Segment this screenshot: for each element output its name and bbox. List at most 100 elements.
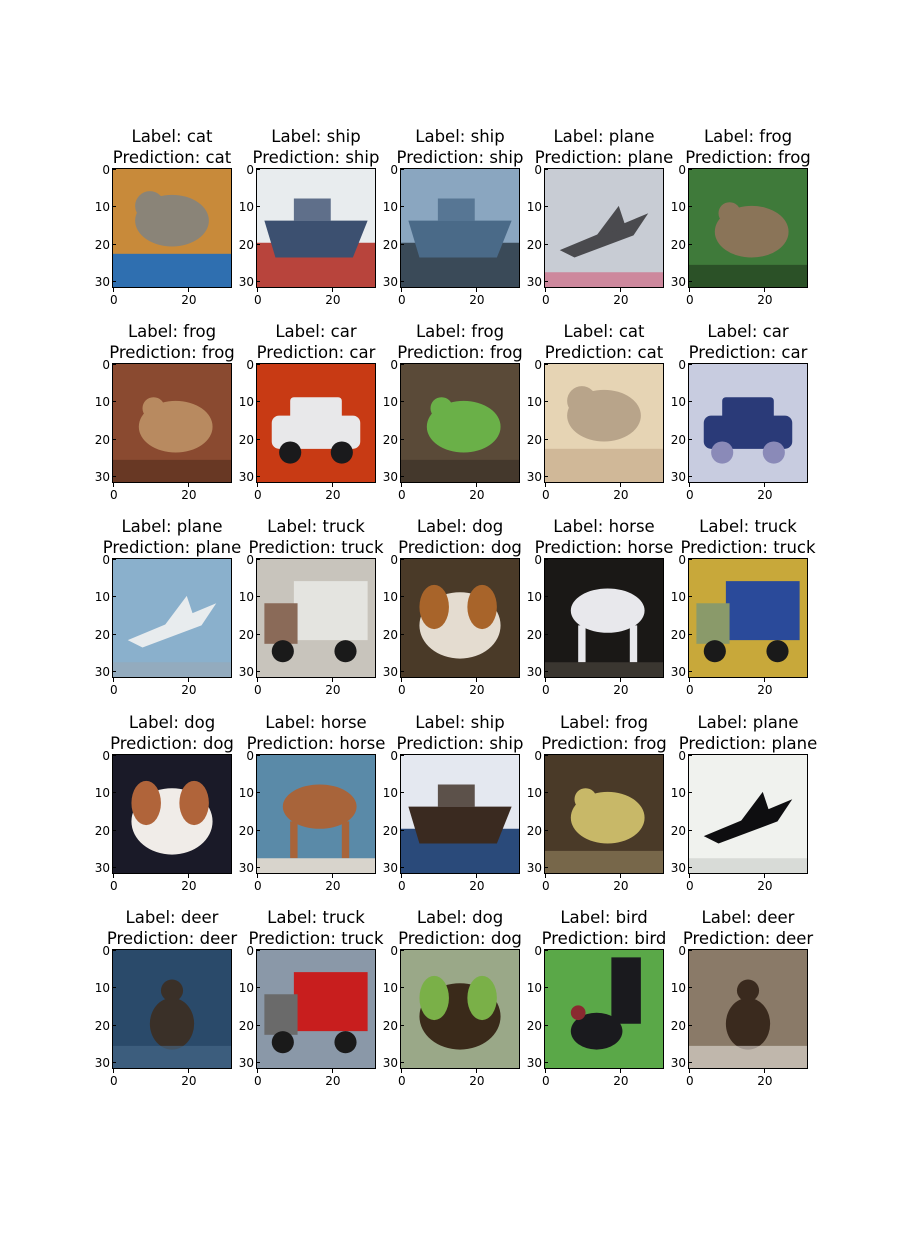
image-car [689,364,807,482]
image-axes [112,363,232,483]
y-tick-label: 10 [526,981,549,996]
y-tick-label: 20 [526,627,549,642]
panel-title: Label: ship Prediction: ship [388,712,532,754]
image-axes [400,754,520,874]
x-tick-label: 20 [465,874,489,892]
image-panel: Label: ship Prediction: ship 0 10 20 30 0 20 [383,126,532,316]
prediction-line: Prediction: dog [110,734,234,753]
y-tick-label: 10 [238,395,261,410]
x-tick-label: 0 [534,1069,558,1087]
y-tick-label: 20 [94,627,117,642]
image-axes [688,754,808,874]
y-tick-label: 30 [238,1056,261,1071]
image-panel: Label: frog Prediction: frog 0 10 20 30 0 20 [671,126,820,316]
x-tick-label: 20 [177,874,201,892]
image-truck [257,559,375,677]
panel-title: Label: frog Prediction: frog [388,321,532,363]
panel-title: Label: plane Prediction: plane [100,516,244,558]
y-tick-label: 30 [94,275,117,290]
y-tick-label: 30 [670,861,693,876]
y-tick-label: 20 [382,627,405,642]
y-tick-label: 0 [534,748,548,763]
y-tick-label: 20 [382,1018,405,1033]
image-car [257,364,375,482]
y-tick-label: 20 [670,237,693,252]
prediction-line: Prediction: dog [398,929,522,948]
image-axes [112,754,232,874]
label-line: Label: frog [415,322,505,341]
y-tick-label: 30 [382,1056,405,1071]
panel-title: Label: bird Prediction: bird [532,907,676,949]
image-panel: Label: frog Prediction: frog 0 10 20 30 0 20 [95,321,244,511]
prediction-line: Prediction: truck [248,929,384,948]
y-tick-label: 0 [102,162,116,177]
y-tick-label: 30 [382,275,405,290]
x-tick-label: 0 [246,483,270,501]
image-plane [545,169,663,287]
panel-title: Label: horse Prediction: horse [532,516,676,558]
label-line: Label: cat [563,322,645,341]
panel-title: Label: dog Prediction: dog [388,907,532,949]
y-tick-label: 30 [238,861,261,876]
image-horse [545,559,663,677]
y-tick-label: 10 [94,395,117,410]
image-axes [544,168,664,288]
image-panel: Label: frog Prediction: frog 0 10 20 30 0 20 [383,321,532,511]
label-line: Label: truck [267,908,365,927]
x-tick-label: 20 [177,288,201,306]
image-panel: Label: deer Prediction: deer 0 10 20 30 0 20 [671,907,820,1097]
x-tick-label: 20 [753,678,777,696]
x-tick-label: 0 [102,678,126,696]
prediction-line: Prediction: car [256,343,376,362]
x-tick-label: 0 [246,288,270,306]
prediction-line: Prediction: frog [685,148,811,167]
y-tick-label: 0 [390,357,404,372]
y-tick-label: 10 [238,590,261,605]
image-bird [545,950,663,1068]
label-line: Label: bird [560,908,648,927]
x-tick-label: 20 [177,678,201,696]
y-tick-label: 0 [102,357,116,372]
image-cat [113,169,231,287]
image-panel: Label: plane Prediction: plane 0 10 20 30 0 20 [527,126,676,316]
y-tick-label: 0 [678,357,692,372]
y-tick-label: 20 [670,1018,693,1033]
image-ship [257,169,375,287]
y-tick-label: 10 [382,395,405,410]
y-tick-label: 30 [670,275,693,290]
x-tick-label: 0 [246,874,270,892]
label-line: Label: dog [128,713,216,732]
image-panel: Label: horse Prediction: horse 0 10 20 30 0 20 [239,712,388,902]
y-tick-label: 20 [94,432,117,447]
y-tick-label: 0 [678,943,692,958]
label-line: Label: car [707,322,789,341]
x-tick-label: 0 [534,874,558,892]
panel-title: Label: truck Prediction: truck [244,516,388,558]
image-panel: Label: dog Prediction: dog 0 10 20 30 0 20 [95,712,244,902]
label-line: Label: frog [559,713,649,732]
image-plane [689,755,807,873]
x-tick-label: 20 [321,483,345,501]
y-tick-label: 20 [94,823,117,838]
prediction-line: Prediction: frog [541,734,667,753]
y-tick-label: 20 [526,432,549,447]
y-tick-label: 20 [94,1018,117,1033]
y-tick-label: 10 [670,981,693,996]
y-tick-label: 10 [670,590,693,605]
image-panel: Label: frog Prediction: frog 0 10 20 30 0 20 [527,712,676,902]
label-line: Label: ship [415,713,505,732]
y-tick-label: 0 [390,943,404,958]
panel-title: Label: ship Prediction: ship [388,126,532,168]
x-tick-label: 0 [678,874,702,892]
image-panel: Label: deer Prediction: deer 0 10 20 30 0 20 [95,907,244,1097]
x-tick-label: 0 [102,483,126,501]
y-tick-label: 30 [526,861,549,876]
prediction-line: Prediction: frog [109,343,235,362]
y-tick-label: 10 [526,395,549,410]
y-tick-label: 20 [238,627,261,642]
y-tick-label: 0 [246,162,260,177]
x-tick-label: 20 [321,874,345,892]
y-tick-label: 30 [94,861,117,876]
panel-title: Label: deer Prediction: deer [100,907,244,949]
